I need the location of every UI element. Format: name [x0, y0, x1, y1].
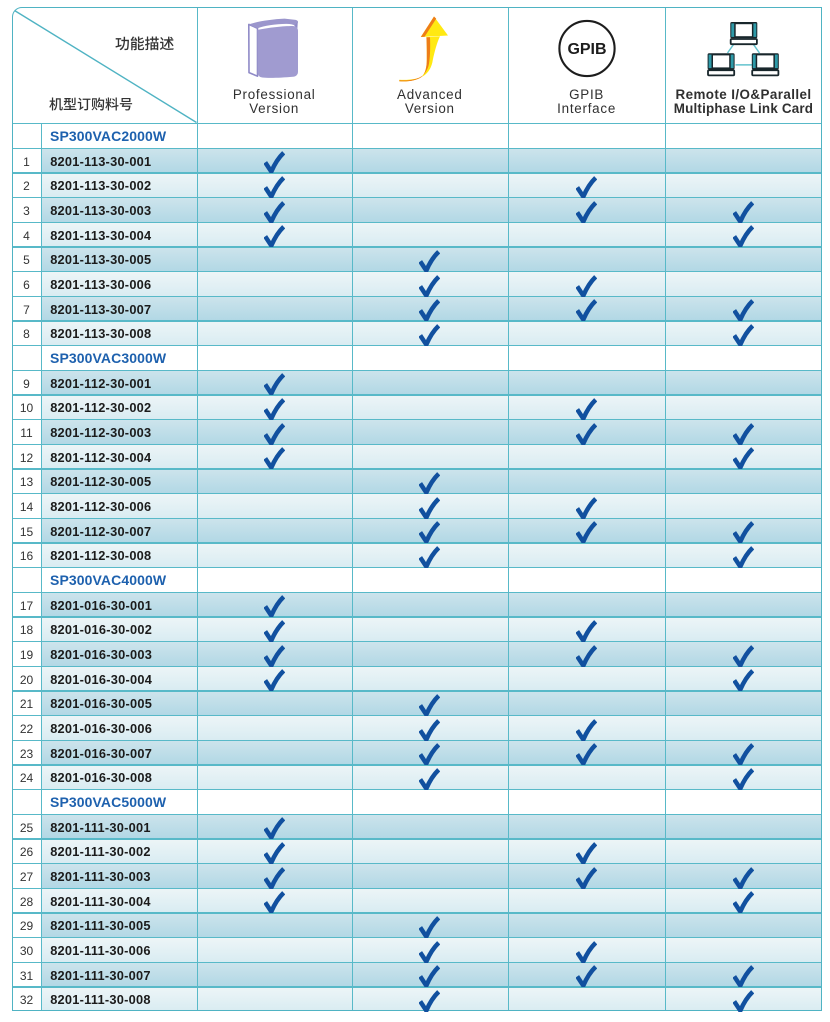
svg-text:GPIB: GPIB: [567, 41, 606, 58]
